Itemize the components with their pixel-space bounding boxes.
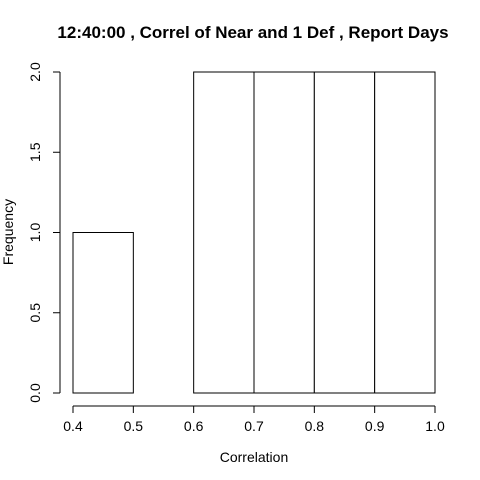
- x-tick-label: 1.0: [425, 418, 445, 434]
- chart-title: 12:40:00 , Correl of Near and 1 Def , Re…: [57, 23, 448, 42]
- y-tick-label: 1.0: [27, 223, 43, 243]
- y-axis: 0.0 0.5 1.0 1.5 2.0: [27, 62, 61, 403]
- histogram-bar: [253, 71, 315, 394]
- bars-group: [72, 71, 436, 394]
- y-tick-label: 0.0: [27, 383, 43, 403]
- x-tick-label: 0.7: [244, 418, 264, 434]
- x-tick-label: 0.6: [184, 418, 204, 434]
- x-tick-label: 0.4: [63, 418, 83, 434]
- x-tick-label: 0.9: [365, 418, 385, 434]
- x-tick-label: 0.5: [124, 418, 144, 434]
- y-axis-label: Frequency: [0, 199, 16, 265]
- x-axis-label: Correlation: [220, 449, 288, 465]
- y-tick-label: 0.5: [27, 303, 43, 323]
- histogram-bar: [72, 232, 134, 394]
- x-axis: 0.4 0.5 0.6 0.7 0.8 0.9 1.0: [63, 405, 445, 434]
- histogram-bar: [313, 71, 376, 394]
- histogram-bar: [193, 71, 255, 394]
- y-tick-label: 2.0: [27, 62, 43, 82]
- x-tick-label: 0.8: [305, 418, 325, 434]
- y-tick-label: 1.5: [27, 142, 43, 162]
- histogram-bar: [374, 71, 436, 394]
